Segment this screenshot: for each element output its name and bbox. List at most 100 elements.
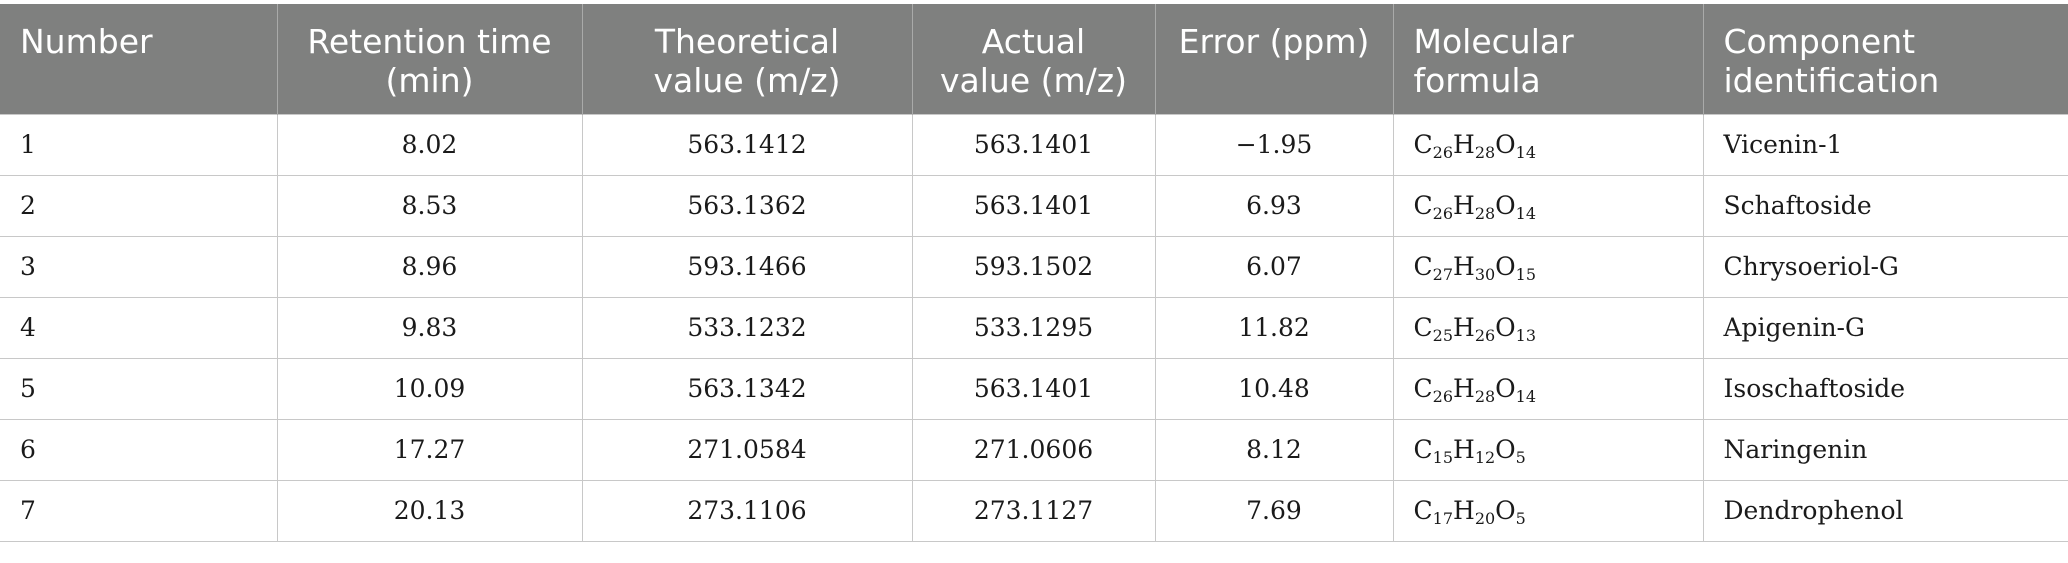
table-row: 1 8.02 563.1412 563.1401 −1.95 C26H28O14… — [0, 113, 2068, 175]
cell-number: 6 — [0, 418, 277, 480]
formula-element: C — [1413, 435, 1433, 464]
header-theoretical-line2: value (m/z) — [653, 61, 841, 100]
formula-element: O — [1495, 313, 1516, 342]
formula-count: 28 — [1474, 387, 1496, 406]
data-table-container: Number Retention time (min) Theoretical va… — [0, 4, 2068, 542]
formula-count: 17 — [1432, 509, 1453, 528]
header-component-line1: Component — [1723, 22, 1916, 61]
header-theoretical-line1: Theoretical — [654, 22, 840, 61]
cell-error: 11.82 — [1154, 296, 1393, 358]
header-component-identification: Component identification — [1702, 4, 2068, 114]
formula-element: O — [1495, 130, 1516, 159]
cell-retention-time: 8.53 — [276, 174, 582, 236]
header-number-line1: Number — [20, 22, 153, 61]
cell-molecular-formula: C15H12O5 — [1392, 418, 1703, 480]
cell-molecular-formula: C26H28O14 — [1392, 357, 1703, 419]
cell-component-identification: Isoschaftoside — [1702, 357, 2068, 419]
cell-actual-value: 273.1127 — [911, 479, 1155, 542]
header-error-line1: Error (ppm) — [1178, 22, 1370, 61]
formula-count: 27 — [1432, 265, 1453, 284]
table-row: 7 20.13 273.1106 273.1127 7.69 C17H20O5 … — [0, 479, 2068, 542]
formula-element: C — [1413, 191, 1433, 220]
cell-molecular-formula: C26H28O14 — [1392, 174, 1703, 236]
formula-element: C — [1413, 252, 1433, 281]
cell-actual-value: 563.1401 — [911, 174, 1155, 236]
cell-number: 3 — [0, 235, 277, 297]
cell-component-identification: Apigenin-G — [1702, 296, 2068, 358]
cell-actual-value: 593.1502 — [911, 235, 1155, 297]
formula-element: C — [1413, 496, 1433, 525]
cell-theoretical-value: 563.1342 — [581, 357, 912, 419]
header-theoretical-value: Theoretical value (m/z) — [581, 4, 912, 114]
formula-element: O — [1495, 496, 1516, 525]
formula-element: H — [1453, 130, 1475, 159]
cell-error: 6.07 — [1154, 235, 1393, 297]
cell-actual-value: 533.1295 — [911, 296, 1155, 358]
formula-element: H — [1453, 496, 1475, 525]
formula-count: 26 — [1474, 326, 1496, 345]
cell-theoretical-value: 563.1362 — [581, 174, 912, 236]
cell-component-identification: Naringenin — [1702, 418, 2068, 480]
table-header: Number Retention time (min) Theoretical va… — [0, 4, 2068, 114]
table-body: 1 8.02 563.1412 563.1401 −1.95 C26H28O14… — [0, 113, 2068, 542]
table-row: 2 8.53 563.1362 563.1401 6.93 C26H28O14 … — [0, 174, 2068, 236]
formula-count: 13 — [1515, 326, 1537, 345]
formula-element: H — [1453, 313, 1475, 342]
formula-count: 26 — [1432, 387, 1453, 406]
formula-count: 12 — [1474, 448, 1496, 467]
formula-count: 15 — [1432, 448, 1453, 467]
cell-number: 2 — [0, 174, 277, 236]
formula-count: 14 — [1515, 387, 1537, 406]
formula-element: O — [1495, 435, 1516, 464]
cell-component-identification: Schaftoside — [1702, 174, 2068, 236]
formula-element: H — [1453, 435, 1475, 464]
table-row: 6 17.27 271.0584 271.0606 8.12 C15H12O5 … — [0, 418, 2068, 480]
cell-actual-value: 563.1401 — [911, 113, 1155, 175]
formula-count: 15 — [1515, 265, 1537, 284]
formula-element: O — [1495, 252, 1516, 281]
cell-retention-time: 17.27 — [276, 418, 582, 480]
header-error: Error (ppm) — [1154, 4, 1393, 114]
header-formula-line2: formula — [1413, 61, 1541, 100]
header-formula-line1: Molecular — [1413, 22, 1574, 61]
cell-retention-time: 20.13 — [276, 479, 582, 542]
cell-error: −1.95 — [1154, 113, 1393, 175]
cell-error: 6.93 — [1154, 174, 1393, 236]
formula-count: 25 — [1432, 326, 1453, 345]
formula-count: 5 — [1515, 509, 1526, 528]
cell-number: 5 — [0, 357, 277, 419]
formula-element: H — [1453, 252, 1475, 281]
header-molecular-formula: Molecular formula — [1392, 4, 1703, 114]
compound-identification-table: Number Retention time (min) Theoretical va… — [0, 4, 2068, 542]
cell-theoretical-value: 273.1106 — [581, 479, 912, 542]
header-retention-line1: Retention time — [307, 22, 552, 61]
cell-retention-time: 8.96 — [276, 235, 582, 297]
header-retention-line2: (min) — [385, 61, 474, 100]
cell-error: 10.48 — [1154, 357, 1393, 419]
cell-actual-value: 271.0606 — [911, 418, 1155, 480]
formula-count: 20 — [1474, 509, 1496, 528]
formula-element: C — [1413, 313, 1433, 342]
cell-component-identification: Vicenin-1 — [1702, 113, 2068, 175]
cell-component-identification: Chrysoeriol-G — [1702, 235, 2068, 297]
cell-error: 7.69 — [1154, 479, 1393, 542]
header-retention-time: Retention time (min) — [276, 4, 582, 114]
table-row: 5 10.09 563.1342 563.1401 10.48 C26H28O1… — [0, 357, 2068, 419]
cell-number: 4 — [0, 296, 277, 358]
cell-molecular-formula: C26H28O14 — [1392, 113, 1703, 175]
header-number: Number — [0, 4, 277, 114]
formula-count: 28 — [1474, 204, 1496, 223]
formula-element: C — [1413, 374, 1433, 403]
cell-theoretical-value: 593.1466 — [581, 235, 912, 297]
formula-count: 14 — [1515, 143, 1537, 162]
header-component-line2: identification — [1723, 61, 1940, 100]
cell-number: 7 — [0, 479, 277, 542]
formula-count: 26 — [1432, 204, 1453, 223]
cell-theoretical-value: 533.1232 — [581, 296, 912, 358]
formula-count: 28 — [1474, 143, 1496, 162]
formula-element: H — [1453, 191, 1475, 220]
cell-component-identification: Dendrophenol — [1702, 479, 2068, 542]
cell-number: 1 — [0, 113, 277, 175]
formula-count: 26 — [1432, 143, 1453, 162]
cell-retention-time: 10.09 — [276, 357, 582, 419]
